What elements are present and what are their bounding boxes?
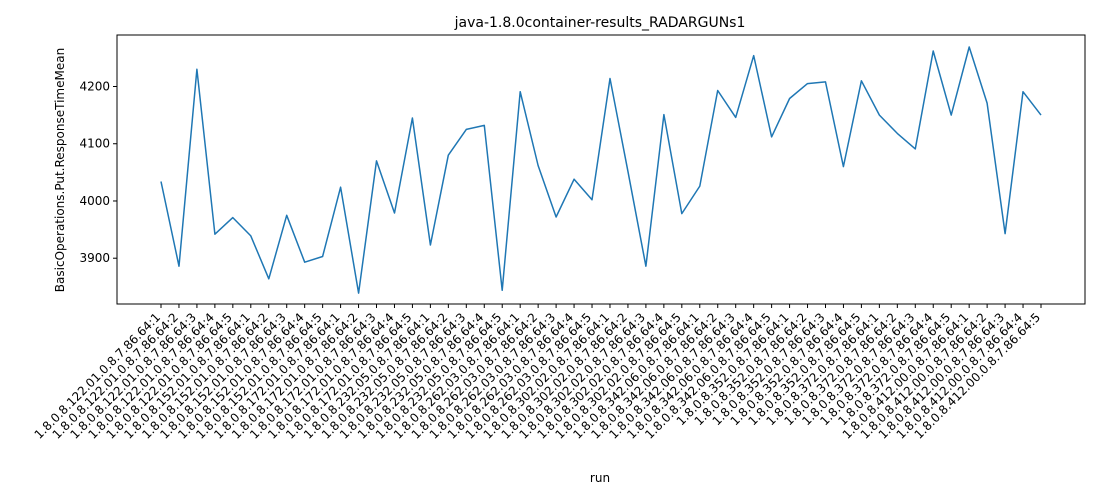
data-point	[591, 198, 594, 201]
data-point	[321, 255, 324, 258]
data-point	[896, 132, 899, 135]
data-point	[680, 212, 683, 215]
data-point	[968, 46, 971, 49]
x-axis-label: run	[590, 471, 610, 485]
y-tick-label: 4200	[79, 80, 110, 94]
data-point	[249, 234, 252, 237]
data-point	[950, 114, 953, 117]
chart-title: java-1.8.0container-results_RADARGUNs1	[454, 15, 746, 31]
data-point	[267, 277, 270, 280]
data-point	[860, 79, 863, 82]
y-axis-label: BasicOperations.Put.ResponseTimeMean	[53, 48, 67, 292]
data-point	[626, 170, 629, 173]
data-point	[178, 265, 181, 268]
data-point	[842, 165, 845, 168]
data-point	[303, 261, 306, 264]
data-point	[932, 50, 935, 53]
data-point	[1022, 90, 1025, 93]
data-point	[770, 135, 773, 138]
data-point	[231, 216, 234, 219]
data-point	[788, 97, 791, 100]
data-point	[447, 154, 450, 157]
data-point	[429, 244, 432, 247]
data-point	[914, 147, 917, 150]
data-point	[537, 164, 540, 167]
data-point	[806, 82, 809, 85]
data-point	[357, 292, 360, 295]
data-point	[483, 124, 486, 127]
data-point	[662, 113, 665, 116]
data-point	[195, 68, 198, 71]
data-point	[752, 54, 755, 57]
data-point	[213, 233, 216, 236]
data-point	[716, 89, 719, 92]
data-point	[1040, 114, 1043, 117]
data-point	[986, 102, 989, 105]
data-point	[501, 289, 504, 292]
data-point	[393, 212, 396, 215]
data-point	[465, 128, 468, 131]
data-point	[609, 77, 612, 80]
data-point	[411, 117, 414, 120]
data-point	[555, 216, 558, 219]
data-point	[1004, 232, 1007, 235]
data-point	[734, 116, 737, 119]
y-tick-label: 4100	[79, 137, 110, 151]
y-tick-label: 4000	[79, 194, 110, 208]
data-point	[698, 185, 701, 188]
data-point	[160, 180, 163, 183]
plot-area: 39004000410042001.8.0.8.122.01.0.8.7.86.…	[32, 34, 1086, 442]
data-point	[285, 214, 288, 217]
y-tick-label: 3900	[79, 251, 110, 265]
data-point	[339, 186, 342, 189]
data-point	[519, 90, 522, 93]
plot-frame	[116, 34, 1086, 305]
data-point	[375, 159, 378, 162]
data-point	[573, 178, 576, 181]
data-point	[644, 265, 647, 268]
data-point	[878, 114, 881, 117]
data-point	[824, 80, 827, 83]
data-series-line	[160, 46, 1042, 294]
